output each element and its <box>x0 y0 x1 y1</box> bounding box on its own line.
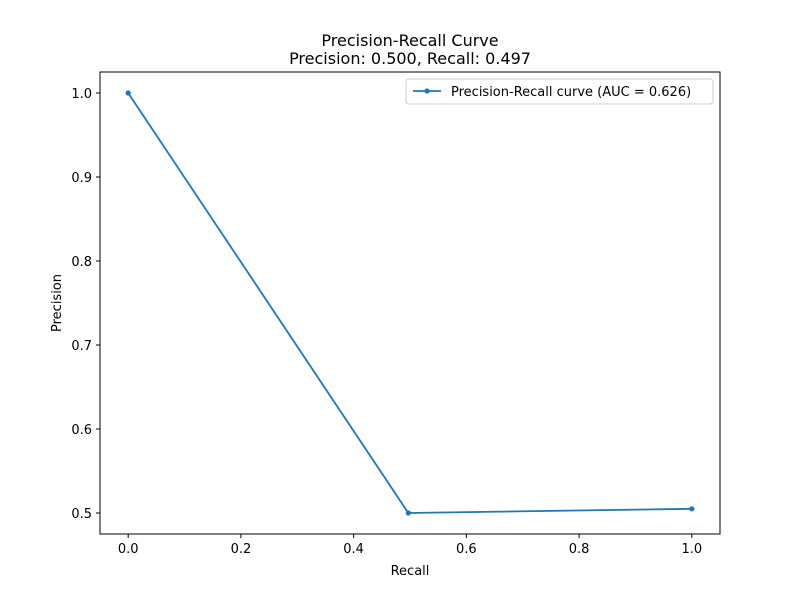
y-tick-label: 0.9 <box>71 171 92 186</box>
chart-title: Precision-Recall Curve <box>321 31 498 50</box>
pr-curve-line <box>127 92 692 514</box>
axis-ticks: 0.0 0.2 0.4 0.6 0.8 1.0 0.5 0.6 0.7 0.8 0.9 1.0 <box>71 87 702 557</box>
chart-subtitle: Precision: 0.500, Recall: 0.497 <box>289 49 531 68</box>
plot-area-frame <box>99 71 721 535</box>
series-layer <box>125 90 695 516</box>
legend: Precision-Recall curve (AUC = 0.626) <box>405 78 714 105</box>
y-tick-label: 0.7 <box>71 339 92 354</box>
legend-entry: Precision-Recall curve (AUC = 0.626) <box>451 85 691 100</box>
x-tick-label: 0.8 <box>569 542 590 557</box>
x-axis-label: Recall <box>391 564 430 579</box>
legend-marker <box>424 88 430 94</box>
pr-curve-point <box>125 90 131 96</box>
x-tick-label: 1.0 <box>681 542 702 557</box>
legend-box <box>405 78 714 105</box>
y-tick-label: 0.6 <box>71 423 92 438</box>
x-tick-label: 0.2 <box>231 542 252 557</box>
pr-curve-point <box>405 510 411 516</box>
y-tick-label: 0.8 <box>71 255 92 270</box>
x-tick-label: 0.6 <box>456 542 477 557</box>
y-tick-label: 1.0 <box>71 87 92 102</box>
x-tick-label: 0.4 <box>343 542 364 557</box>
y-tick-label: 0.5 <box>71 507 92 522</box>
x-tick-label: 0.0 <box>118 542 139 557</box>
pr-curve-point <box>689 506 695 512</box>
y-axis-label: Precision <box>50 274 65 332</box>
